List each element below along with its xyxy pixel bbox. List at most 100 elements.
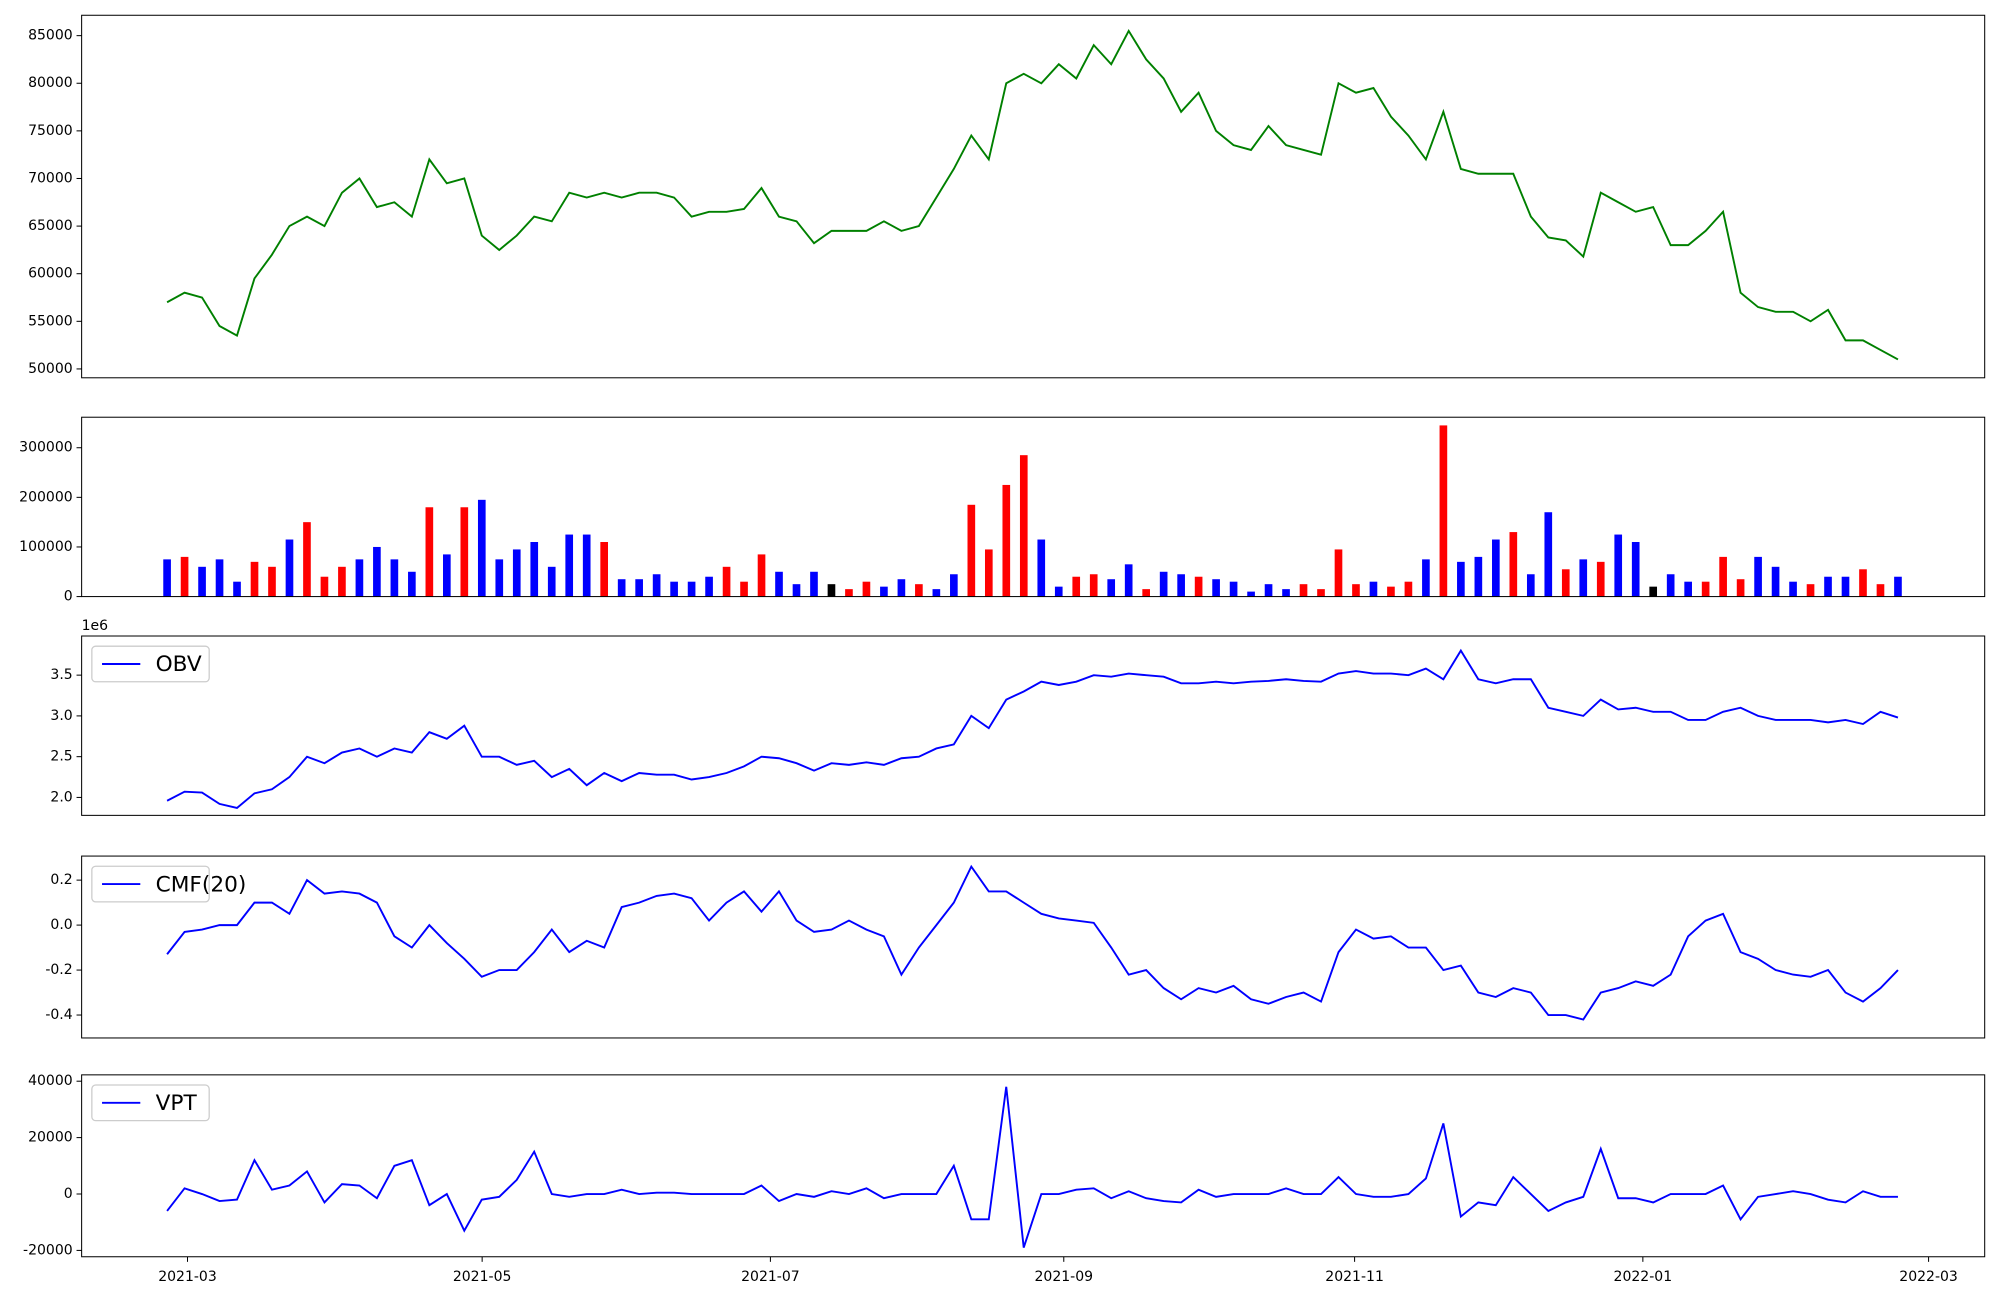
bar — [1789, 581, 1797, 597]
bar — [1457, 561, 1465, 597]
panel: -0.4 -0.2 0.0 0.2 CMF(20) — [45, 855, 1986, 1039]
bar — [845, 589, 853, 597]
bar — [1544, 512, 1553, 597]
y-tick-label: 0 — [64, 1186, 73, 1202]
bar — [1037, 539, 1046, 597]
bar — [1264, 584, 1273, 597]
y-tick-label: 80000 — [28, 75, 73, 91]
bar — [1579, 559, 1588, 597]
axes-frame — [81, 14, 1986, 379]
bar — [1806, 584, 1815, 597]
y-tick-label: 0.0 — [50, 917, 72, 933]
y-tick-label: 0 — [64, 589, 73, 605]
y-tick-label: 100000 — [19, 539, 73, 555]
legend-box — [91, 1084, 210, 1122]
bar — [687, 581, 696, 597]
bar — [443, 554, 451, 597]
y-tick-label: 20000 — [28, 1130, 73, 1146]
bar — [740, 581, 748, 597]
bar — [495, 559, 504, 597]
x-tick-label: 2021-03 — [158, 1269, 217, 1285]
bar — [1317, 589, 1325, 597]
x-tick-label: 2022-03 — [1899, 1269, 1958, 1285]
bar — [512, 549, 521, 597]
bar — [1876, 584, 1885, 597]
bar — [1352, 584, 1360, 597]
legend-label: VPT — [156, 1091, 198, 1116]
x-tick-label: 2021-09 — [1034, 1269, 1093, 1285]
bar — [670, 581, 678, 597]
bar — [950, 574, 958, 597]
y-tick-label: -0.4 — [45, 1007, 72, 1023]
bar — [1229, 581, 1238, 597]
bar — [215, 559, 224, 597]
bar — [1596, 561, 1605, 597]
bar — [1247, 591, 1255, 597]
bar — [1841, 576, 1850, 597]
bar — [1212, 579, 1220, 597]
axes-frame — [81, 416, 1986, 598]
bar — [1859, 569, 1867, 597]
bar — [1177, 574, 1185, 597]
legend-box — [91, 865, 210, 903]
x-tick-label: 2021-05 — [453, 1269, 512, 1285]
panel: 50000 55000 60000 65000 70000 75000 80000 85000 — [28, 14, 1986, 379]
bar — [1124, 564, 1133, 597]
bar — [1894, 576, 1902, 597]
bar — [1736, 579, 1745, 597]
y-tick-label: 40000 — [28, 1073, 73, 1089]
line — [166, 864, 1899, 1021]
bar — [1089, 574, 1098, 597]
bar — [792, 584, 801, 597]
bar — [1701, 581, 1710, 597]
bar — [880, 586, 888, 597]
line — [166, 648, 1899, 810]
bar — [1771, 566, 1780, 597]
bar — [915, 584, 923, 597]
axes-frame — [81, 1074, 1986, 1258]
x-tick-label: 2021-11 — [1325, 1269, 1384, 1285]
y-tick-label: -20000 — [23, 1242, 73, 1258]
bar — [600, 542, 609, 597]
y-tick-label: 55000 — [28, 313, 73, 329]
bar — [180, 556, 189, 597]
bar — [1561, 569, 1570, 597]
y-tick-label: 3.5 — [50, 667, 72, 683]
bar — [425, 507, 434, 597]
bar — [1387, 586, 1395, 597]
bar — [775, 571, 783, 597]
bar — [338, 566, 346, 597]
bar — [722, 566, 731, 597]
bar — [1526, 574, 1535, 597]
bar — [1754, 556, 1762, 597]
bar — [1072, 576, 1081, 597]
y-tick-label: 300000 — [19, 440, 73, 456]
bar — [565, 534, 574, 597]
bar — [285, 539, 294, 597]
bar — [932, 589, 941, 597]
bar — [460, 507, 469, 597]
bar — [1019, 455, 1028, 597]
line — [166, 1086, 1898, 1248]
bar — [1142, 589, 1150, 597]
bar — [1474, 556, 1483, 597]
bar — [233, 581, 241, 597]
y-tick-label: 60000 — [28, 266, 73, 282]
y-tick-label: 200000 — [19, 489, 73, 505]
bar — [1649, 586, 1658, 597]
bar — [355, 559, 364, 597]
line — [166, 28, 1899, 361]
bar — [373, 546, 381, 597]
legend-label: OBV — [156, 652, 202, 677]
bar — [635, 579, 643, 597]
bar — [897, 579, 906, 597]
bar — [617, 579, 626, 597]
bar — [1282, 589, 1290, 597]
panel: -20000 0 20000 40000 2021-03 2021-05 2021-07 20… — [23, 1073, 1986, 1285]
x-tick-label: 2022-01 — [1614, 1269, 1673, 1285]
bar — [547, 566, 556, 597]
bar — [1369, 581, 1378, 597]
bar — [390, 559, 399, 597]
bar — [1509, 532, 1518, 597]
y-tick-label: 85000 — [28, 28, 73, 44]
